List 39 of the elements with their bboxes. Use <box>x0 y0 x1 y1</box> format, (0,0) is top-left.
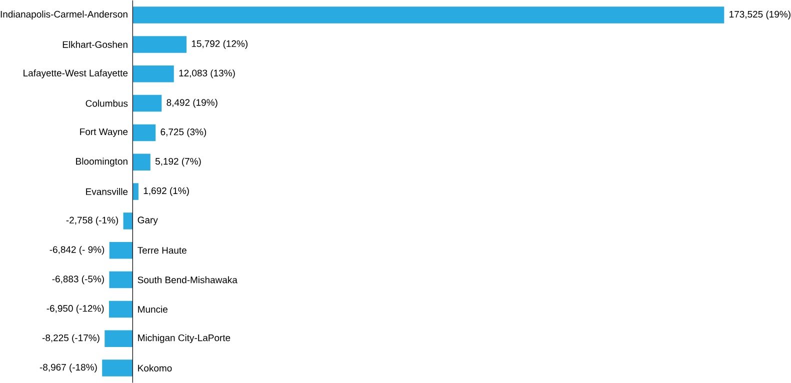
y-tick-label: Evansville <box>86 188 128 195</box>
data-label: -6,950 (-12%) <box>46 304 104 314</box>
y-tick-label: Lafayette-West Lafayette <box>24 69 128 78</box>
bar <box>109 271 133 288</box>
data-label: -8,967 (-18%) <box>40 364 97 372</box>
y-tick-label: Indianapolis-Carmel-Anderson <box>0 10 128 20</box>
data-label: 1,692 (1%) <box>144 187 189 196</box>
bar <box>132 94 162 112</box>
y-tick-label: Terre Haute <box>138 247 186 254</box>
y-tick-label: Kokomo <box>138 364 172 372</box>
bar <box>132 124 156 142</box>
bar <box>132 183 138 200</box>
bar <box>132 6 724 24</box>
data-label: -2,758 (-1%) <box>66 216 118 226</box>
y-tick-label: Muncie <box>138 306 168 313</box>
bar <box>109 242 133 259</box>
data-label: 8,492 (19%) <box>166 98 218 108</box>
bar <box>132 154 150 170</box>
y-tick-label: Bloomington <box>76 158 128 167</box>
bar <box>102 360 133 376</box>
data-label: 15,792 (12%) <box>192 40 248 49</box>
y-tick-label: Gary <box>138 216 158 226</box>
y-tick-label: Fort Wayne <box>80 128 128 137</box>
bar <box>132 65 174 82</box>
data-label: -6,883 (-5%) <box>52 275 104 284</box>
data-label: 5,192 (7%) <box>155 158 201 167</box>
bar <box>109 300 133 318</box>
data-label: -6,842 (- 9%) <box>50 246 104 255</box>
bar <box>132 36 187 53</box>
data-label: 6,725 (3%) <box>160 128 206 138</box>
data-label: 12,083 (13%) <box>179 69 235 78</box>
bar <box>123 212 133 230</box>
y-tick-label: Columbus <box>86 100 128 107</box>
y-tick-label: Elkhart-Goshen <box>62 40 128 48</box>
y-tick-label: South Bend-Mishawaka <box>138 276 238 284</box>
data-label: -8,225 (-17%) <box>42 334 100 344</box>
bar <box>104 330 133 347</box>
y-tick-label: Michigan City-LaPorte <box>138 334 230 343</box>
data-label: 173,525 (19%) <box>730 10 790 20</box>
